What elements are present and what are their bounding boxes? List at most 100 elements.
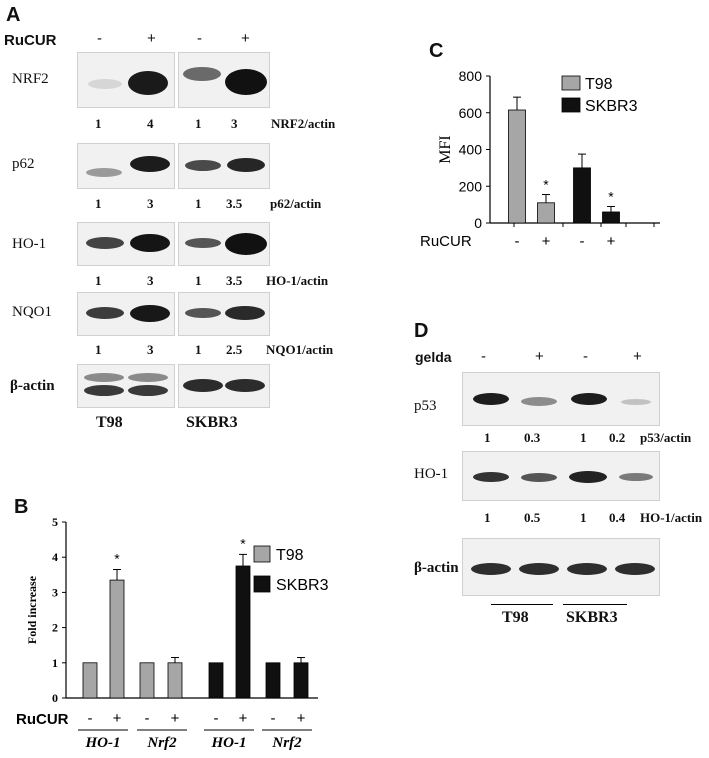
ratio-label: p53/actin — [640, 430, 692, 445]
protein-label-p53: p53 — [414, 398, 437, 414]
legend-label: SKBR3 — [585, 98, 638, 115]
protein-label-nqo1: NQO1 — [12, 304, 52, 320]
ratio-value: 1 — [95, 116, 102, 131]
ratio-value: 2.5 — [226, 342, 243, 357]
cell-line-label: SKBR3 — [566, 609, 618, 626]
ratio-value: 3 — [147, 273, 154, 288]
significance-marker: * — [543, 177, 549, 193]
ratio-value: 3 — [147, 342, 154, 357]
blot-nrf2-t98 — [77, 52, 175, 108]
x-sign: - — [515, 233, 520, 250]
ratio-label: HO-1/actin — [640, 510, 703, 525]
ratio-value: 1 — [95, 196, 102, 211]
x-sign: + — [607, 233, 616, 250]
cell-line-label: T98 — [96, 414, 123, 431]
x-sign: - — [271, 710, 276, 727]
ratio-value: 1 — [95, 273, 102, 288]
y-tick-label: 4 — [52, 550, 58, 564]
x-sign: - — [580, 233, 585, 250]
cell-line-label: T98 — [502, 609, 529, 626]
protein-label-ho1: HO-1 — [414, 466, 449, 482]
ratio-label: NQO1/actin — [266, 342, 334, 357]
y-tick-label: 2 — [52, 621, 58, 635]
bar — [573, 167, 591, 224]
blot-ho1-t98 — [77, 222, 175, 266]
panel-d-sign: - — [583, 348, 588, 365]
gene-label: Nrf2 — [146, 735, 177, 751]
underline-skbr3 — [563, 604, 627, 605]
x-sign: + — [113, 710, 122, 727]
blot-ho1-d — [462, 451, 660, 501]
blot-actin-d — [462, 538, 660, 596]
ratio-value: 1 — [484, 510, 491, 525]
bar — [265, 662, 281, 699]
cell-line-label: SKBR3 — [186, 414, 238, 431]
x-sign: + — [542, 233, 551, 250]
panel-a-sign: + — [241, 30, 250, 47]
panel-d-sign: + — [633, 348, 642, 365]
y-tick-label: 400 — [459, 142, 483, 158]
ratio-value: 3 — [231, 116, 238, 131]
blot-actin-t98 — [77, 364, 175, 408]
ratio-value: 1 — [195, 342, 202, 357]
x-sign: + — [239, 710, 248, 727]
y-tick-label: 0 — [474, 215, 482, 231]
panel-b-letter: B — [14, 496, 29, 518]
ratio-label: NRF2/actin — [271, 116, 336, 131]
gene-label: HO-1 — [211, 735, 247, 751]
panel-c-chart: 0 200 400 600 800 MFI * * T98 SKBR3 RuCUR - + - + — [420, 68, 660, 250]
ratio-value: 1 — [580, 430, 587, 445]
legend-label: T98 — [276, 547, 304, 564]
x-sign: + — [171, 710, 180, 727]
ratio-value: 3.5 — [226, 196, 243, 211]
bar — [537, 202, 555, 224]
significance-marker: * — [608, 188, 614, 204]
ratio-value: 1 — [484, 430, 491, 445]
y-axis-label: MFI — [437, 135, 454, 163]
ratio-label: p62/actin — [270, 196, 322, 211]
panel-d-sign: + — [535, 348, 544, 365]
panel-c-letter: C — [429, 40, 444, 62]
significance-marker: * — [114, 551, 120, 567]
ratio-value: 4 — [147, 116, 154, 131]
legend-swatch — [253, 575, 271, 593]
ratio-value: 3.5 — [226, 273, 243, 288]
blot-p62-t98 — [77, 143, 175, 189]
blot-p62-skbr3 — [178, 143, 270, 189]
blot-nqo1-skbr3 — [178, 292, 270, 336]
blot-ho1-skbr3 — [178, 222, 270, 266]
y-tick-label: 800 — [459, 68, 483, 84]
protein-label-nrf2: NRF2 — [12, 71, 49, 87]
protein-label-p62: p62 — [12, 156, 35, 172]
treatment-label: RuCUR — [420, 233, 472, 250]
legend-swatch — [561, 97, 581, 113]
bar — [235, 565, 251, 699]
bar — [167, 662, 183, 699]
panel-a-sign: + — [147, 30, 156, 47]
bar — [82, 662, 98, 699]
panel-a-sign: - — [97, 30, 102, 47]
panel-a-treatment-label: RuCUR — [4, 32, 57, 49]
treatment-label: RuCUR — [16, 711, 69, 728]
bar — [508, 109, 526, 224]
ratio-value: 1 — [195, 273, 202, 288]
panel-d-letter: D — [414, 320, 429, 342]
ratio-label: HO-1/actin — [266, 273, 329, 288]
protein-label-beta-actin: β-actin — [10, 378, 55, 394]
ratio-value: 0.5 — [524, 510, 541, 525]
y-tick-label: 5 — [52, 515, 58, 529]
bar — [602, 211, 620, 224]
x-sign: + — [297, 710, 306, 727]
y-axis-label: Fold increase — [25, 575, 39, 644]
y-tick-label: 200 — [459, 178, 483, 194]
legend-swatch — [253, 545, 271, 563]
bar — [109, 579, 125, 699]
y-tick-label: 1 — [52, 656, 58, 670]
y-tick-label: 600 — [459, 105, 483, 121]
panel-b-chart: 0 1 2 3 4 5 Fold increase * * T98 SKBR3 RuCUR - + - + - +… — [16, 515, 329, 751]
ratio-value: 1 — [580, 510, 587, 525]
ratio-value: 0.4 — [609, 510, 626, 525]
panel-a-letter: A — [6, 4, 21, 26]
blot-nqo1-t98 — [77, 292, 175, 336]
bar — [208, 662, 224, 699]
